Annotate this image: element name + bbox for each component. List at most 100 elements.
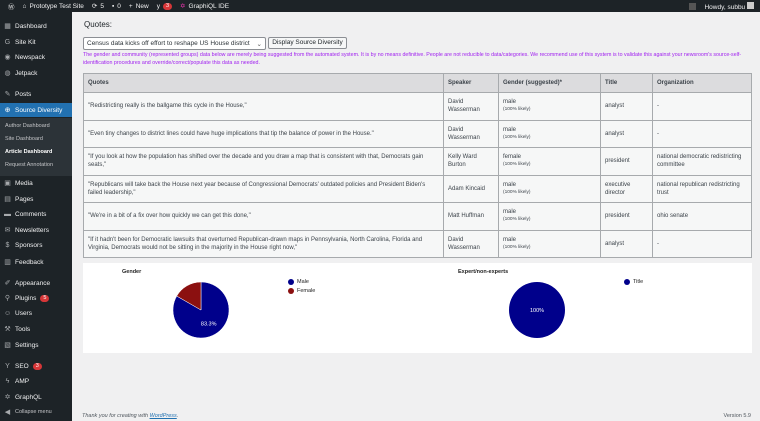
sidebar-item-label: Feedback xyxy=(15,258,44,266)
organization-cell: - xyxy=(652,119,752,148)
sidebar-item-label: Posts xyxy=(15,90,32,98)
globe-icon: ⊕ xyxy=(4,107,11,114)
graphiql-link[interactable]: ✡ GraphiQL IDE xyxy=(180,2,230,11)
site-name-link[interactable]: ⌂ Prototype Test Site xyxy=(22,2,84,10)
avatar xyxy=(747,1,754,9)
organization-cell: national republican redistricting trust xyxy=(652,174,752,203)
gender-pie-chart: 83.3% xyxy=(172,281,230,339)
sidebar-item-settings[interactable]: ▧ Settings xyxy=(0,338,72,352)
sidebar-item-label: Newsletters xyxy=(15,226,49,234)
sidebar-item-label: Sponsors xyxy=(15,241,43,249)
table-row: "Even tiny changes to district lines cou… xyxy=(83,119,752,148)
quote-cell: "Republicans will take back the House ne… xyxy=(83,174,444,203)
legend-item-female: Female xyxy=(288,288,315,294)
submenu-item-site-dashboard[interactable]: Site Dashboard xyxy=(5,136,43,142)
quote-cell: "Redistricting really is the ballgame th… xyxy=(83,92,444,121)
pin-icon: ✎ xyxy=(4,91,11,98)
collapse-icon: ◀ xyxy=(4,409,11,416)
media-icon: ▣ xyxy=(4,180,11,187)
settings-icon: ▧ xyxy=(4,342,11,349)
submenu-item-request-annotation[interactable]: Request Annotation xyxy=(5,162,54,168)
pie-slice-female[interactable] xyxy=(176,281,202,311)
updates-link[interactable]: ⟳ 5 xyxy=(91,2,104,11)
column-header-title: Title xyxy=(600,73,653,93)
sidebar-item-label: Plugins xyxy=(15,294,37,302)
sidebar-item-collapse-menu[interactable]: ◀ Collapse menu xyxy=(0,405,72,419)
sidebar-item-graphql[interactable]: ✡ GraphQL xyxy=(0,390,72,404)
pie-slice-title[interactable] xyxy=(509,282,565,338)
title-cell: president xyxy=(600,147,653,176)
sidebar-item-label: GraphQL xyxy=(15,393,42,401)
sidebar-item-label: Users xyxy=(15,309,32,317)
title-cell: president xyxy=(600,202,653,231)
pages-icon: ▤ xyxy=(4,196,11,203)
sidebar-item-sponsors[interactable]: $ Sponsors xyxy=(0,238,72,252)
dashboard-icon: ▦ xyxy=(4,23,11,30)
sidebar-item-newsletters[interactable]: ✉ Newsletters xyxy=(0,223,72,237)
disclaimer-note: The gender and community (represented gr… xyxy=(83,52,742,66)
google-icon: G xyxy=(4,38,11,46)
legend-swatch xyxy=(288,288,294,294)
organization-cell: ohio senate xyxy=(652,202,752,231)
sidebar-item-appearance[interactable]: ✐ Appearance xyxy=(0,276,72,290)
sidebar-item-feedback[interactable]: ▥ Feedback xyxy=(0,255,72,269)
article-select[interactable]: Census data kicks off effort to reshape … xyxy=(83,37,266,50)
table-row: "If you look at how the population has s… xyxy=(83,147,752,176)
sidebar-item-comments[interactable]: ▬ Comments xyxy=(0,207,72,221)
organization-cell: national democratic redistricting commit… xyxy=(652,147,752,176)
sidebar-item-site-kit[interactable]: G Site Kit xyxy=(0,35,72,49)
organization-cell: - xyxy=(652,229,752,258)
speaker-cell: David Wasserman xyxy=(443,229,499,258)
wordpress-logo-icon[interactable]: Ⓦ xyxy=(8,4,15,11)
sidebar-item-plugins[interactable]: ⚲ Plugins 5 xyxy=(0,291,72,305)
plus-icon: + xyxy=(128,2,133,10)
chart-title-experts: Expert/non-experts xyxy=(458,269,509,275)
sidebar-item-dashboard[interactable]: ▦ Dashboard xyxy=(0,19,72,33)
gender-cell: male (100% likely) xyxy=(498,119,601,148)
submenu-item-author-dashboard[interactable]: Author Dashboard xyxy=(5,123,50,129)
graphql-icon: ✡ xyxy=(180,3,186,10)
comments-link[interactable]: ▪ 0 xyxy=(111,2,121,10)
sidebar-item-media[interactable]: ▣ Media xyxy=(0,176,72,190)
speaker-cell: David Wasserman xyxy=(443,92,499,121)
sidebar-item-amp[interactable]: ϟ AMP xyxy=(0,374,72,388)
sidebar-item-label: SEO xyxy=(15,362,29,370)
plugin-icon: ⚲ xyxy=(4,295,11,302)
table-row: "If it hadn't been for Democratic lawsui… xyxy=(83,229,752,258)
sidebar-item-label: Source Diversity xyxy=(15,106,63,114)
sidebar-item-label: Appearance xyxy=(15,279,51,287)
sidebar-item-jetpack[interactable]: ◍ Jetpack xyxy=(0,66,72,80)
newspack-icon: ◉ xyxy=(4,54,11,61)
display-source-diversity-button[interactable]: Display Source Diversity xyxy=(268,37,347,49)
sidebar-item-tools[interactable]: ⚒ Tools xyxy=(0,322,72,336)
sidebar-item-users[interactable]: ☺ Users xyxy=(0,306,72,320)
quote-cell: "If it hadn't been for Democratic lawsui… xyxy=(83,229,444,258)
new-content-link[interactable]: + New xyxy=(128,2,149,10)
gender-cell: male (100% likely) xyxy=(498,174,601,203)
submenu-item-article-dashboard[interactable]: Article Dashboard xyxy=(5,149,53,155)
sidebar-item-seo[interactable]: Y SEO 3 xyxy=(0,359,72,373)
speaker-cell: Matt Huffman xyxy=(443,202,499,231)
table-row: "We're in a bit of a fix over how quickl… xyxy=(83,202,752,231)
gender-cell: male (100% likely) xyxy=(498,229,601,258)
sidebar-item-label: Newspack xyxy=(15,53,45,61)
sidebar-item-source-diversity[interactable]: ⊕ Source Diversity xyxy=(0,103,72,117)
sidebar-item-pages[interactable]: ▤ Pages xyxy=(0,192,72,206)
quote-cell: "Even tiny changes to district lines cou… xyxy=(83,119,444,148)
account-menu[interactable]: Howdy, subbu xyxy=(704,1,754,11)
wordpress-link[interactable]: WordPress xyxy=(149,413,177,419)
notification-icon[interactable] xyxy=(689,2,697,10)
title-cell: analyst xyxy=(600,229,653,258)
organization-cell: - xyxy=(652,92,752,121)
speaker-cell: David Wasserman xyxy=(443,119,499,148)
dollar-icon: $ xyxy=(5,241,10,249)
graphql-icon: ✡ xyxy=(4,394,11,401)
column-header-speaker: Speaker xyxy=(443,73,499,93)
count-badge: 3 xyxy=(32,362,42,370)
sidebar-item-posts[interactable]: ✎ Posts xyxy=(0,87,72,101)
sidebar-item-newspack[interactable]: ◉ Newspack xyxy=(0,50,72,64)
sidebar-item-label: Site Kit xyxy=(15,38,36,46)
gender-cell: male (100% likely) xyxy=(498,202,601,231)
